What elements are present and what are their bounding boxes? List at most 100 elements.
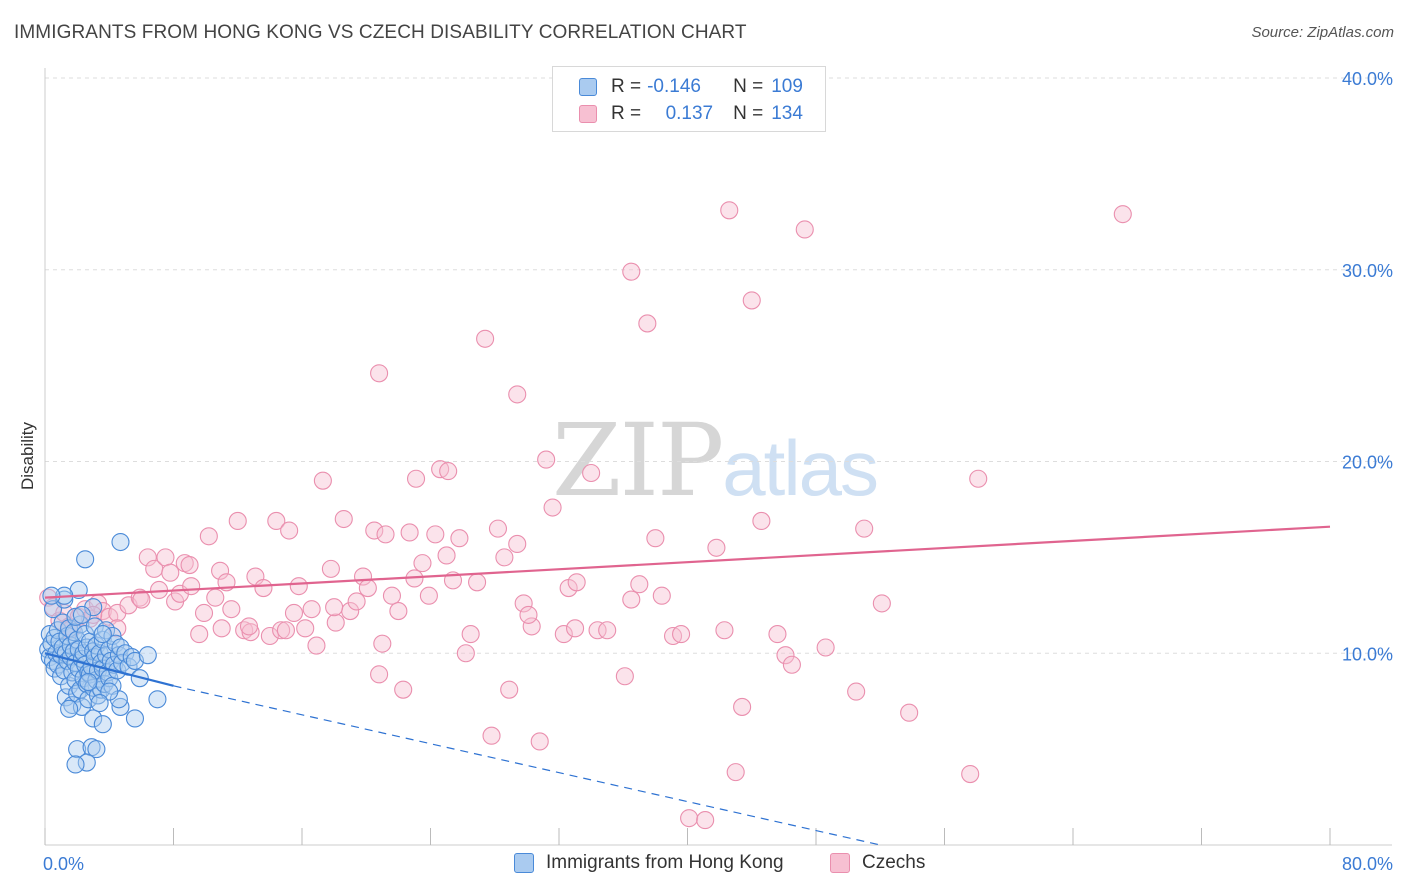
czechs-point <box>514 594 533 613</box>
czechs-point <box>228 511 247 530</box>
czechs-point <box>1113 205 1132 224</box>
czechs-point <box>190 625 209 644</box>
czechs-point <box>212 619 231 638</box>
czechs-point <box>508 385 527 404</box>
chart-title: IMMIGRANTS FROM HONG KONG VS CZECH DISAB… <box>14 22 747 43</box>
hong-kong-point <box>111 697 130 716</box>
czechs-point <box>554 625 573 644</box>
czechs-point <box>260 626 279 646</box>
czechs-point <box>365 521 384 540</box>
hong-kong-point <box>148 690 167 709</box>
hong-kong-point <box>76 550 95 569</box>
czechs-point <box>715 621 734 640</box>
hong-kong-point <box>93 625 112 644</box>
czechs-point <box>419 586 438 605</box>
czechs-point <box>961 765 980 784</box>
czechs-point <box>776 646 795 665</box>
legend-r-value: -0.146 <box>647 76 701 97</box>
czechs-point <box>638 314 657 333</box>
czechs-point <box>206 588 225 607</box>
czechs-point <box>530 732 549 751</box>
legend-n-value: 134 <box>771 103 803 124</box>
czechs-point <box>370 665 389 684</box>
czechs-point <box>334 509 353 529</box>
czechs-point <box>326 613 345 632</box>
czechs-point <box>239 617 259 636</box>
czechs-point <box>199 527 218 546</box>
hong-kong-point <box>87 740 106 759</box>
czechs-point <box>680 809 699 828</box>
czechs-point <box>582 463 601 483</box>
czechs-point <box>347 592 366 611</box>
czechs-point <box>400 523 419 542</box>
watermark: ZIPatlas <box>552 402 879 519</box>
czechs-trend-line <box>44 525 1331 599</box>
legend-r-label: R = <box>611 103 642 124</box>
czechs-point <box>254 579 273 598</box>
czechs-point <box>325 598 344 617</box>
legend-swatch-pink <box>579 105 597 123</box>
czechs-point <box>156 548 175 567</box>
czechs-point <box>622 262 641 281</box>
czechs-point <box>132 590 151 609</box>
x-tick-label: 0.0% <box>43 854 84 874</box>
czechs-point <box>816 638 835 657</box>
hong-kong-point <box>79 672 98 692</box>
hong-kong-point <box>60 699 79 718</box>
czechs-point <box>389 602 408 621</box>
legend-n-label: N = <box>733 103 764 124</box>
legend-swatch-blue <box>514 853 534 873</box>
czechs-point <box>373 634 392 653</box>
hong-kong-point <box>109 690 128 709</box>
czechs-point <box>588 621 607 640</box>
legend-row-hong-kong: R = -0.146 N = 109 <box>579 75 803 99</box>
czechs-point <box>652 586 671 605</box>
y-tick-label: 30.0% <box>1342 261 1393 281</box>
czechs-point <box>426 525 445 544</box>
czechs-point <box>138 548 157 567</box>
hong-kong-trend-extension <box>173 685 881 846</box>
czechs-point <box>182 577 201 596</box>
czechs-point <box>900 703 919 722</box>
czechs-point <box>726 763 745 782</box>
czechs-point <box>543 498 562 517</box>
hong-kong-point <box>88 686 108 705</box>
czechs-point <box>969 469 988 488</box>
czechs-point <box>615 667 634 686</box>
hong-kong-point <box>68 740 87 759</box>
hong-kong-point <box>42 586 61 605</box>
legend-n-label: N = <box>733 76 764 97</box>
czechs-point <box>847 682 866 701</box>
hong-kong-point <box>138 646 157 665</box>
czechs-point <box>782 655 801 674</box>
czechs-point <box>461 625 480 644</box>
czechs-point <box>370 364 389 383</box>
czechs-point <box>437 546 456 565</box>
legend-r-label: R = <box>611 76 642 97</box>
czechs-point <box>284 603 304 623</box>
czechs-point <box>720 201 739 220</box>
czechs-point <box>276 621 295 640</box>
hong-kong-point <box>77 753 96 772</box>
czechs-point <box>180 555 199 575</box>
czechs-point <box>508 534 527 554</box>
czechs-point <box>752 511 771 530</box>
czechs-point <box>313 471 332 490</box>
hong-kong-point <box>93 715 112 734</box>
czechs-point <box>482 726 501 745</box>
czechs-point <box>406 469 426 488</box>
czechs-point <box>598 621 617 640</box>
czechs-point <box>413 554 432 573</box>
correlation-legend: R = -0.146 N = 109 R = 0.137 N = 134 <box>552 66 826 132</box>
czechs-point <box>382 586 402 605</box>
legend-label-hong-kong: Immigrants from Hong Kong <box>546 852 784 873</box>
czechs-point <box>742 291 761 310</box>
czechs-point <box>302 600 321 619</box>
czechs-point <box>194 603 214 623</box>
czechs-point <box>488 519 508 538</box>
czechs-point <box>500 680 519 699</box>
czechs-point <box>872 594 891 613</box>
hong-kong-point <box>72 605 91 624</box>
czechs-point <box>646 529 665 548</box>
